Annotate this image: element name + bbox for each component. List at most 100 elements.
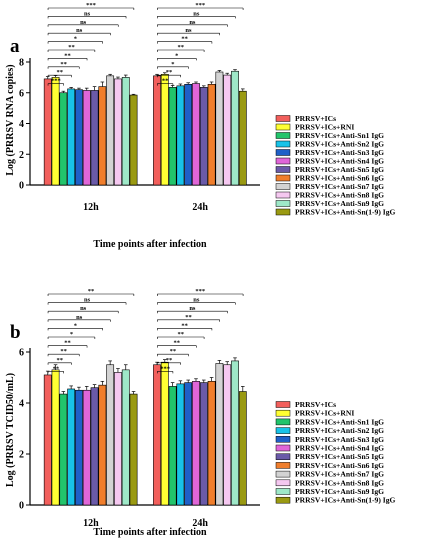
bar: [59, 92, 68, 186]
legend-label: PRRSV+ICs+Anti-Sn4 IgG: [295, 157, 384, 166]
bar: [114, 372, 122, 506]
bar: [90, 90, 99, 186]
bar: [129, 393, 138, 506]
bar: [223, 74, 232, 186]
legend-swatch: [275, 453, 291, 460]
y-tick-label: 4: [19, 399, 24, 410]
legend-swatch: [275, 208, 291, 216]
legend-swatch: [275, 496, 291, 504]
significance-label: **: [177, 331, 184, 338]
x-category-label: 24h: [192, 518, 208, 529]
legend-swatch: [275, 418, 291, 426]
bar: [160, 361, 169, 506]
significance-label: **: [53, 365, 60, 372]
legend-swatch: [275, 191, 291, 199]
legend-label: PRRSV+ICs+RNI: [295, 123, 354, 132]
legend-label: PRRSV+ICs+Anti-Sn4 IgG: [295, 444, 384, 453]
legend-label: PRRSV+ICs+Anti-Sn3 IgG: [295, 435, 384, 444]
legend-swatch: [275, 436, 291, 443]
y-tick-label: 6: [19, 348, 24, 359]
bar: [129, 94, 138, 186]
significance-label: **: [60, 348, 67, 355]
significance-label: *: [70, 331, 73, 338]
bar: [82, 90, 91, 186]
significance-label: ***: [160, 365, 170, 372]
significance-label: ***: [195, 288, 205, 295]
bar: [51, 369, 60, 506]
bar: [67, 388, 76, 506]
significance-label: **: [177, 44, 184, 51]
significance-label: **: [185, 314, 192, 321]
legend-label: PRRSV+ICs+Anti-Sn(1-9) IgG: [295, 496, 396, 505]
bar: [231, 360, 239, 506]
bar: [231, 70, 239, 186]
legend-label: PRRSV+ICs+Anti-Sn2 IgG: [295, 140, 384, 149]
x-category-label: 12h: [83, 202, 99, 213]
legend-label: PRRSV+ICs+Anti-Sn1 IgG: [295, 131, 384, 140]
legend-swatch: [275, 409, 291, 417]
significance-label: ns: [76, 27, 83, 34]
y-tick-label: 2: [19, 450, 24, 461]
legend-swatch: [275, 427, 291, 434]
bar: [75, 389, 83, 506]
legend-swatch: [275, 132, 291, 139]
significance-label: **: [181, 36, 188, 43]
significance-label: ns: [80, 19, 87, 26]
significance-label: ns: [189, 305, 196, 312]
bar: [168, 87, 177, 186]
legend-label: PRRSV+ICs+Anti-Sn9 IgG: [295, 199, 384, 208]
significance-label: **: [88, 288, 95, 295]
bar: [199, 382, 208, 506]
y-axis-title: Log (PRRSV RNA copies): [5, 64, 16, 175]
significance-label: ns: [84, 10, 91, 17]
x-axis-title: Time points after infection: [93, 527, 207, 538]
significance-label: ns: [80, 305, 87, 312]
bar: [238, 90, 247, 186]
bar: [90, 387, 99, 506]
significance-label: **: [57, 69, 64, 76]
bar: [160, 74, 169, 186]
legend-label: PRRSV+ICs+Anti-Sn1 IgG: [295, 417, 384, 426]
bar: [176, 85, 185, 186]
panel-b-letter: b: [10, 322, 21, 343]
bar: [121, 77, 130, 186]
bar: [75, 89, 83, 186]
bar: [238, 391, 247, 506]
significance-label: **: [60, 61, 67, 68]
bar: [207, 83, 216, 186]
significance-label: ns: [185, 27, 192, 34]
bar: [199, 87, 208, 186]
legend-label: PRRSV+ICs+Anti-Sn9 IgG: [295, 487, 384, 496]
bar: [223, 364, 232, 506]
significance-label: *: [175, 52, 178, 59]
significance-label: ns: [193, 10, 200, 17]
legend-swatch: [275, 174, 291, 182]
y-tick-label: 4: [19, 119, 24, 130]
legend-label: PRRSV+ICs+Anti-Sn7 IgG: [295, 182, 384, 191]
legend-label: PRRSV+ICs+Anti-Sn5 IgG: [295, 452, 384, 461]
y-tick-label: 0: [19, 181, 24, 192]
legend-label: PRRSV+ICs+Anti-Sn8 IgG: [295, 478, 384, 487]
legend-label: PRRSV+ICs+Anti-Sn(1-9) IgG: [295, 208, 396, 217]
y-tick-label: 2: [19, 150, 24, 161]
legend-label: PRRSV+ICs+RNI: [295, 409, 354, 418]
legend-label: PRRSV+ICs+Anti-Sn3 IgG: [295, 148, 384, 157]
x-category-label: 12h: [83, 518, 99, 529]
bar: [168, 386, 177, 506]
bar: [192, 83, 200, 186]
bar: [106, 75, 115, 186]
legend-swatch: [275, 115, 291, 122]
legend-swatch: [275, 470, 291, 478]
bar: [82, 389, 91, 506]
legend-label: PRRSV+ICs: [295, 400, 336, 409]
legend-swatch: [275, 444, 291, 452]
significance-label: **: [162, 78, 169, 85]
legend-label: PRRSV+ICs+Anti-Sn8 IgG: [295, 191, 384, 200]
legend-label: PRRSV+ICs+Anti-Sn2 IgG: [295, 426, 384, 435]
legend-swatch: [275, 140, 291, 148]
significance-label: **: [64, 52, 71, 59]
bar: [192, 381, 200, 506]
bar: [176, 383, 185, 506]
bar: [106, 364, 115, 506]
